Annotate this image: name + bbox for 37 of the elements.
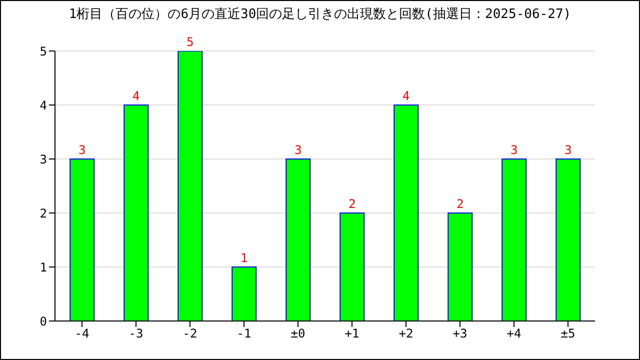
bar bbox=[502, 158, 527, 321]
y-tick-label: 3 bbox=[40, 152, 47, 166]
data-label: 4 bbox=[132, 89, 140, 103]
x-tick-label: -3 bbox=[128, 326, 144, 341]
bar bbox=[178, 51, 203, 321]
y-tick-label: 2 bbox=[40, 206, 47, 220]
data-label: 1 bbox=[240, 251, 248, 265]
x-tick-label: -4 bbox=[74, 326, 90, 341]
bar bbox=[556, 158, 581, 321]
y-tick-label: 4 bbox=[40, 98, 47, 112]
chart-title: 1桁目（百の位）の6月の直近30回の足し引きの出現数と回数(抽選日：2025-06-27) bbox=[68, 6, 572, 23]
data-label: 2 bbox=[456, 197, 464, 211]
x-tick-label: -2 bbox=[182, 326, 198, 341]
x-tick-label: +4 bbox=[506, 326, 522, 341]
x-tick-label: ±0 bbox=[290, 326, 306, 341]
bar bbox=[340, 212, 365, 321]
data-label: 2 bbox=[348, 197, 356, 211]
bar bbox=[124, 104, 149, 321]
y-tick-label: 1 bbox=[40, 260, 47, 274]
x-tick-label: -1 bbox=[236, 326, 252, 341]
data-label: 3 bbox=[78, 143, 86, 157]
x-tick-label: ±5 bbox=[560, 326, 576, 341]
x-tick-label: +3 bbox=[452, 326, 468, 341]
x-tick-label: +2 bbox=[398, 326, 414, 341]
bar bbox=[286, 158, 311, 321]
bar bbox=[232, 266, 257, 321]
data-label: 3 bbox=[564, 143, 572, 157]
y-tick-label: 5 bbox=[40, 44, 47, 58]
bar bbox=[448, 212, 473, 321]
bar bbox=[394, 104, 419, 321]
y-tick-label: 0 bbox=[40, 314, 47, 328]
data-label: 3 bbox=[294, 143, 302, 157]
x-tick-label: +1 bbox=[344, 326, 360, 341]
data-label: 3 bbox=[510, 143, 518, 157]
bar bbox=[70, 158, 95, 321]
data-label: 4 bbox=[402, 89, 410, 103]
data-label: 5 bbox=[186, 35, 194, 49]
